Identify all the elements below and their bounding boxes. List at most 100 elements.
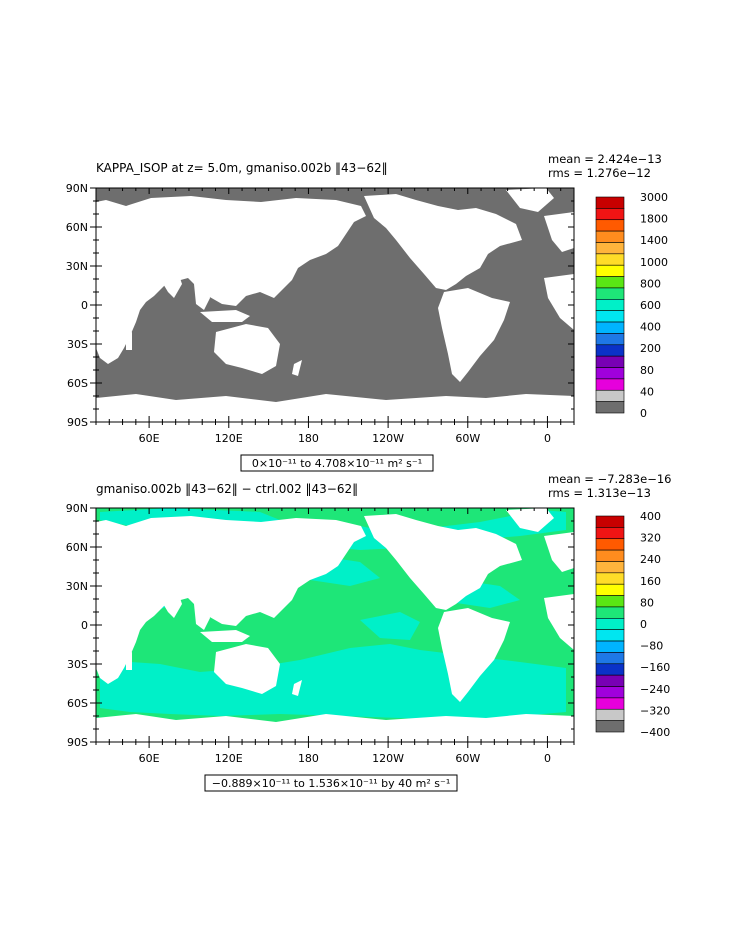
lon-label: 60W — [455, 432, 480, 445]
bottom-panel: gmaniso.002b ‖43−62‖ − ctrl.002 ‖43−62‖ … — [66, 472, 671, 792]
colorbar-swatch — [595, 640, 625, 653]
lon-label: 120E — [215, 432, 243, 445]
top-axis-ticks: 90N 60N 30N 0 30S 60S 90S 60E 120E 180 120W 60W 0 — [66, 182, 575, 445]
bottom-rms: rms = 1.313e−13 — [548, 486, 651, 500]
colorbar-swatch — [595, 686, 625, 699]
colorbar-swatch — [595, 618, 625, 630]
colorbar-swatch — [595, 208, 625, 221]
top-title: KAPPA_ISOP at z= 5.0m, gmaniso.002b ‖43−… — [96, 161, 388, 175]
colorbar-swatch — [595, 663, 625, 676]
colorbar-swatch — [595, 527, 625, 540]
colorbar-swatch — [595, 310, 625, 323]
top-panel: KAPPA_ISOP at z= 5.0m, gmaniso.002b ‖43−… — [66, 152, 668, 472]
colorbar-swatch — [595, 652, 625, 665]
lon-label: 60E — [139, 432, 160, 445]
colorbar-swatch — [595, 287, 625, 300]
colorbar-label: 1800 — [640, 213, 668, 226]
colorbar-label: 240 — [640, 553, 661, 566]
colorbar-label: 160 — [640, 575, 661, 588]
colorbar-swatch — [595, 242, 625, 255]
colorbar-swatch — [595, 253, 625, 266]
colorbar-label: 400 — [640, 321, 661, 334]
colorbar-label: 80 — [640, 364, 654, 377]
colorbar-swatch — [595, 697, 625, 710]
colorbar-swatch — [595, 230, 625, 243]
bottom-map: 90N 60N 30N 0 30S 60S 90S 60E 120E 180 120W 60W 0 — [66, 502, 575, 765]
colorbar-label: 80 — [640, 596, 654, 609]
bottom-mean: mean = −7.283e−16 — [548, 472, 671, 486]
top-map: 90N 60N 30N 0 30S 60S 90S 60E 120E 180 120W 60W 0 — [66, 182, 575, 445]
bottom-range-label: −0.889×10⁻¹¹ to 1.536×10⁻¹¹ by 40 m² s⁻¹ — [212, 777, 450, 790]
lon-label: 120W — [372, 752, 404, 765]
lat-label: 30S — [67, 338, 88, 351]
colorbar-label: 3000 — [640, 191, 668, 204]
lat-label: 90S — [67, 416, 88, 429]
bottom-colorbar: 400 320 240 160 80 0 −80 −160 −240 −320 −400 — [595, 510, 670, 739]
colorbar-swatch — [595, 515, 625, 528]
colorbar-label: 1000 — [640, 256, 668, 269]
colorbar-swatch — [595, 219, 625, 232]
colorbar-label: −400 — [640, 726, 670, 739]
lat-label: 60N — [66, 541, 88, 554]
colorbar-label: −240 — [640, 683, 670, 696]
colorbar-swatch — [595, 196, 625, 209]
colorbar-swatch — [595, 264, 625, 277]
bottom-range-box: −0.889×10⁻¹¹ to 1.536×10⁻¹¹ by 40 m² s⁻¹ — [204, 774, 458, 792]
lat-label: 60N — [66, 221, 88, 234]
lon-label: 0 — [544, 752, 551, 765]
colorbar-label: −160 — [640, 661, 670, 674]
colorbar-swatch — [595, 629, 625, 642]
colorbar-swatch — [595, 572, 625, 585]
lat-label: 90N — [66, 502, 88, 515]
lat-label: 0 — [81, 299, 88, 312]
lat-label: 60S — [67, 377, 88, 390]
colorbar-label: 400 — [640, 510, 661, 523]
bottom-axis-ticks: 90N 60N 30N 0 30S 60S 90S 60E 120E 180 120W 60W 0 — [66, 502, 575, 765]
colorbar-swatch — [595, 720, 625, 733]
colorbar-swatch — [595, 538, 625, 551]
colorbar-label: 800 — [640, 277, 661, 290]
lon-label: 180 — [298, 432, 319, 445]
lon-label: 0 — [544, 432, 551, 445]
colorbar-label: 1400 — [640, 234, 668, 247]
colorbar-swatch — [595, 561, 625, 574]
colorbar-label: 320 — [640, 532, 661, 545]
colorbar-label: −80 — [640, 640, 663, 653]
colorbar-swatch — [595, 583, 625, 596]
colorbar-swatch — [595, 321, 625, 334]
colorbar-swatch — [595, 674, 625, 687]
colorbar-label: 0 — [640, 407, 647, 420]
colorbar-swatch — [595, 389, 625, 402]
lat-label: 30N — [66, 260, 88, 273]
colorbar-label: −320 — [640, 704, 670, 717]
colorbar-swatch — [595, 276, 625, 289]
colorbar-swatch — [595, 299, 625, 311]
colorbar-swatch — [595, 595, 625, 608]
colorbar-swatch — [595, 378, 625, 391]
lon-label: 120W — [372, 432, 404, 445]
top-range-label: 0×10⁻¹¹ to 4.708×10⁻¹¹ m² s⁻¹ — [252, 457, 422, 470]
lon-label: 60E — [139, 752, 160, 765]
top-range-box: 0×10⁻¹¹ to 4.708×10⁻¹¹ m² s⁻¹ — [240, 454, 434, 472]
colorbar-swatch — [595, 344, 625, 357]
colorbar-swatch — [595, 355, 625, 368]
lon-label: 180 — [298, 752, 319, 765]
colorbar-label: 600 — [640, 299, 661, 312]
top-rms: rms = 1.276e−12 — [548, 166, 651, 180]
colorbar-swatch — [595, 367, 625, 380]
colorbar-swatch — [595, 401, 625, 414]
colorbar-swatch — [595, 549, 625, 562]
lat-label: 90N — [66, 182, 88, 195]
lat-label: 60S — [67, 697, 88, 710]
colorbar-swatch — [595, 333, 625, 346]
bottom-title: gmaniso.002b ‖43−62‖ − ctrl.002 ‖43−62‖ — [96, 482, 358, 496]
lat-label: 0 — [81, 619, 88, 632]
lat-label: 30S — [67, 658, 88, 671]
colorbar-swatch — [595, 606, 625, 619]
colorbar-label: 40 — [640, 385, 654, 398]
colorbar-swatch — [595, 708, 625, 721]
top-mean: mean = 2.424e−13 — [548, 152, 662, 166]
lon-label: 60W — [455, 752, 480, 765]
